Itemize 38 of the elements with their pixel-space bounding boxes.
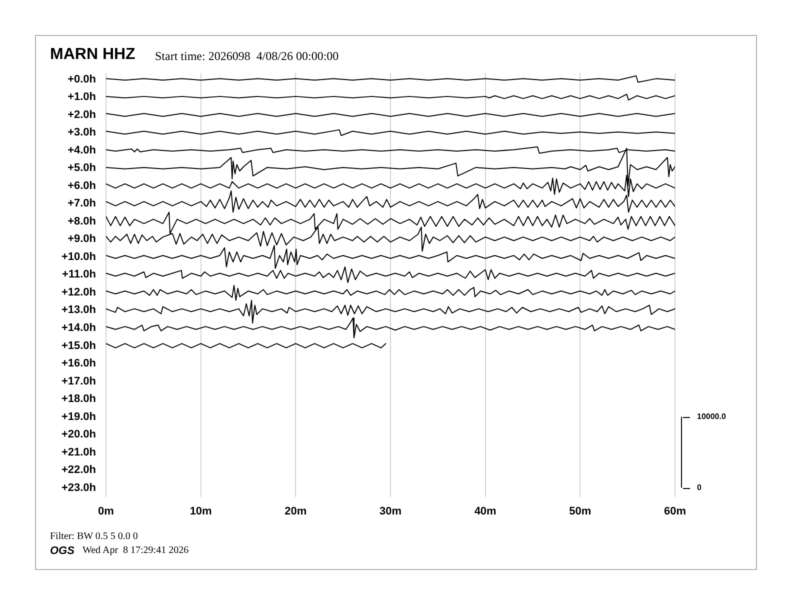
y-tick-label: +6.0h xyxy=(68,180,96,192)
text: Filter: BW 0.5 5 0.0 0 xyxy=(50,531,138,543)
y-tick-label: +8.0h xyxy=(68,215,96,228)
x-tick-label: 50m xyxy=(569,506,592,518)
y-tick-label: +18.0h xyxy=(61,393,96,406)
y2-tick-label: 0 xyxy=(697,482,702,492)
chart-title: MARN HHZ xyxy=(50,45,136,65)
y-tick-label: +10.0h xyxy=(61,250,96,263)
y-tick-label: +22.0h xyxy=(61,464,96,476)
y-tick-label: +11.0h xyxy=(62,268,96,281)
x-tick-label: 40m xyxy=(474,506,497,518)
y-tick-label: +21.0h xyxy=(61,446,96,458)
y-tick-label: +5.0h xyxy=(68,162,96,174)
text: OGS xyxy=(50,545,74,557)
y-tick-label: +7.0h xyxy=(68,198,96,210)
x-tick-label: 60m xyxy=(664,506,686,518)
y-tick-label: +9.0h xyxy=(68,233,96,246)
x-tick-label: 30m xyxy=(379,506,402,518)
y-tick-label: +19.0h xyxy=(61,410,96,423)
y-tick-label: +1.0h xyxy=(68,91,96,104)
x-tick-label: 10m xyxy=(190,506,212,518)
y-tick-label: +4.0h xyxy=(68,144,96,156)
y-tick-label: +14.0h xyxy=(61,322,96,334)
y-tick-label: +23.0h xyxy=(61,482,96,494)
x-tick-label: 0m xyxy=(98,506,114,518)
y-tick-label: +12.0h xyxy=(61,286,96,298)
y-tick-label: +0.0h xyxy=(68,73,96,86)
y-tick-label: +2.0h xyxy=(68,108,96,121)
y-tick-label: +3.0h xyxy=(68,126,96,139)
y-tick-label: +16.0h xyxy=(61,358,96,370)
y-tick-label: +15.0h xyxy=(61,340,96,352)
x-tick-label: 20m xyxy=(284,506,307,518)
y-tick-label: +17.0h xyxy=(61,375,96,388)
y-tick-label: +13.0h xyxy=(61,304,96,316)
chart-subtitle: Start time: 2026098 4/08/26 00:00:00 xyxy=(155,48,339,64)
text: Wed Apr 8 17:29:41 2026 xyxy=(82,545,189,557)
y2-tick-label: 10000.0 xyxy=(697,412,726,421)
y-tick-label: +20.0h xyxy=(61,428,96,441)
